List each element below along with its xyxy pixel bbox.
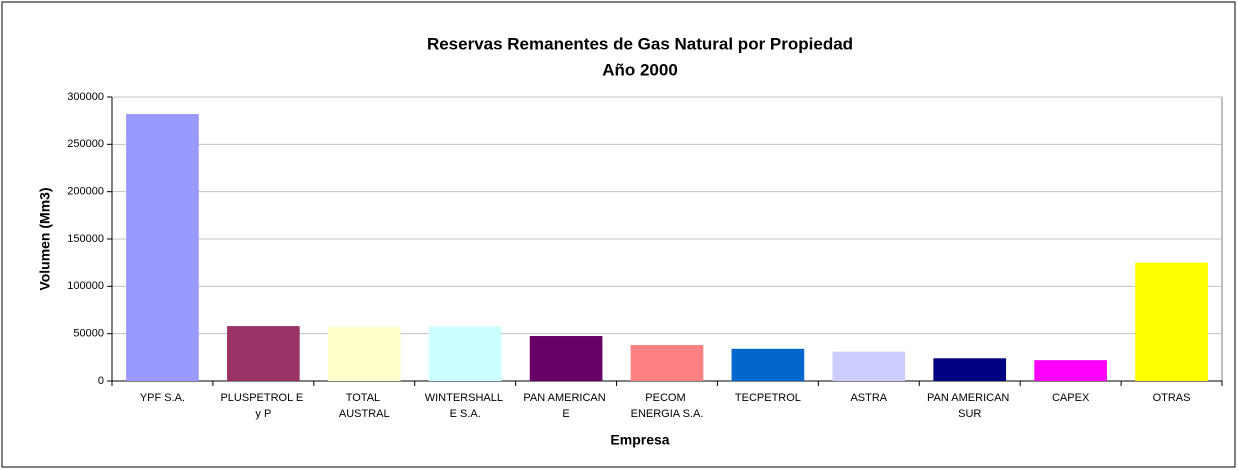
bar	[1034, 360, 1107, 381]
x-tick-label: CAPEX	[1052, 392, 1090, 404]
x-tick-label: ASTRA	[850, 392, 887, 404]
x-tick-label: TOTAL AUSTRAL	[339, 392, 390, 420]
bar	[933, 358, 1007, 381]
chart-title: Reservas Remanentes de Gas Natural por P…	[427, 34, 853, 53]
y-tick-label: 0	[98, 375, 104, 387]
y-tick-label: 250000	[67, 138, 104, 150]
bar	[1135, 262, 1208, 381]
bar	[630, 345, 704, 381]
x-tick-label: WINTERSHALL E S.A.	[425, 392, 506, 420]
y-axis-title: Volumen (Mm3)	[37, 187, 53, 290]
x-tick-label: PLUSPETROL E y P	[220, 392, 306, 420]
x-tick-label: YPF S.A.	[140, 392, 185, 404]
x-tick-label: PECOM ENERGIA S.A.	[631, 392, 704, 420]
x-tick-label: PAN AMERICAN SUR	[927, 392, 1012, 420]
x-tick-label: PAN AMERICAN E	[523, 392, 608, 420]
x-tick-label: TECPETROL	[735, 392, 801, 404]
bar	[227, 326, 300, 381]
y-tick-label: 50000	[73, 328, 104, 340]
bar	[731, 348, 805, 381]
x-tick-label: OTRAS	[1153, 392, 1191, 404]
x-axis-title: Empresa	[610, 432, 669, 448]
bar	[428, 326, 502, 381]
y-tick-label: 300000	[67, 91, 104, 103]
bar	[327, 327, 401, 381]
y-tick-label: 150000	[67, 233, 104, 245]
bar	[126, 114, 199, 381]
chart-subtitle: Año 2000	[602, 60, 678, 79]
bar	[529, 336, 603, 381]
bar	[832, 351, 906, 381]
y-tick-label: 100000	[67, 280, 104, 292]
y-tick-label: 200000	[67, 186, 104, 198]
